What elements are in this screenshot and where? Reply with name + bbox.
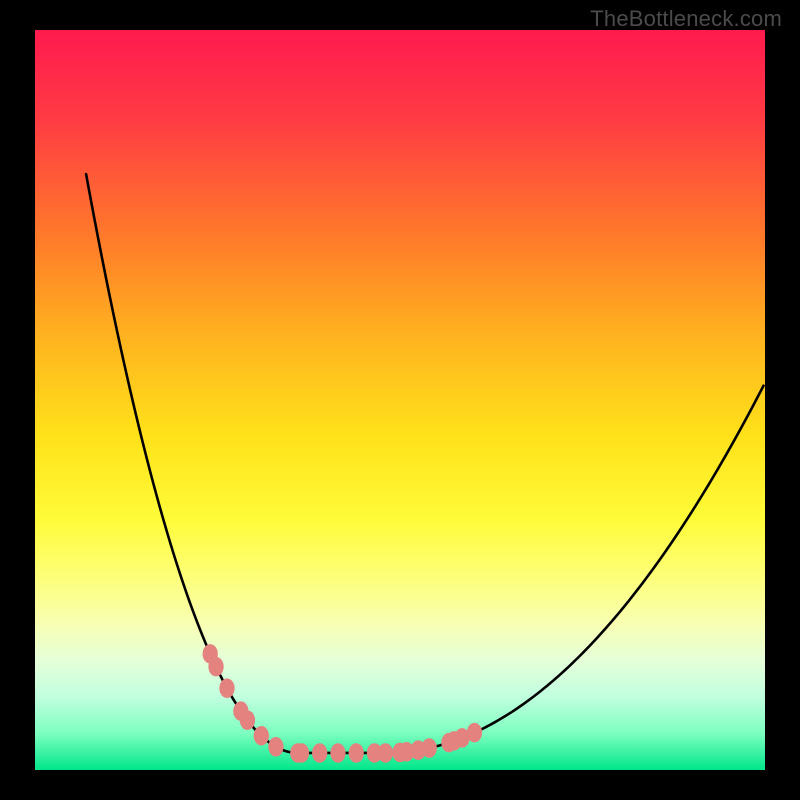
plot-background bbox=[35, 30, 765, 770]
data-dot bbox=[208, 657, 223, 677]
data-dot bbox=[330, 743, 345, 763]
data-dot bbox=[294, 743, 309, 763]
data-dot bbox=[312, 743, 327, 763]
data-dot bbox=[378, 743, 393, 763]
data-dot bbox=[240, 710, 255, 730]
chart-stage: TheBottleneck.com bbox=[0, 0, 800, 800]
bottleneck-curve-chart bbox=[0, 0, 800, 800]
data-dot bbox=[254, 726, 269, 746]
data-dot bbox=[422, 738, 437, 758]
watermark-text: TheBottleneck.com bbox=[590, 6, 782, 32]
data-dot bbox=[349, 743, 364, 763]
data-dot bbox=[219, 678, 234, 698]
data-dot bbox=[268, 737, 283, 757]
data-dot bbox=[467, 723, 482, 743]
